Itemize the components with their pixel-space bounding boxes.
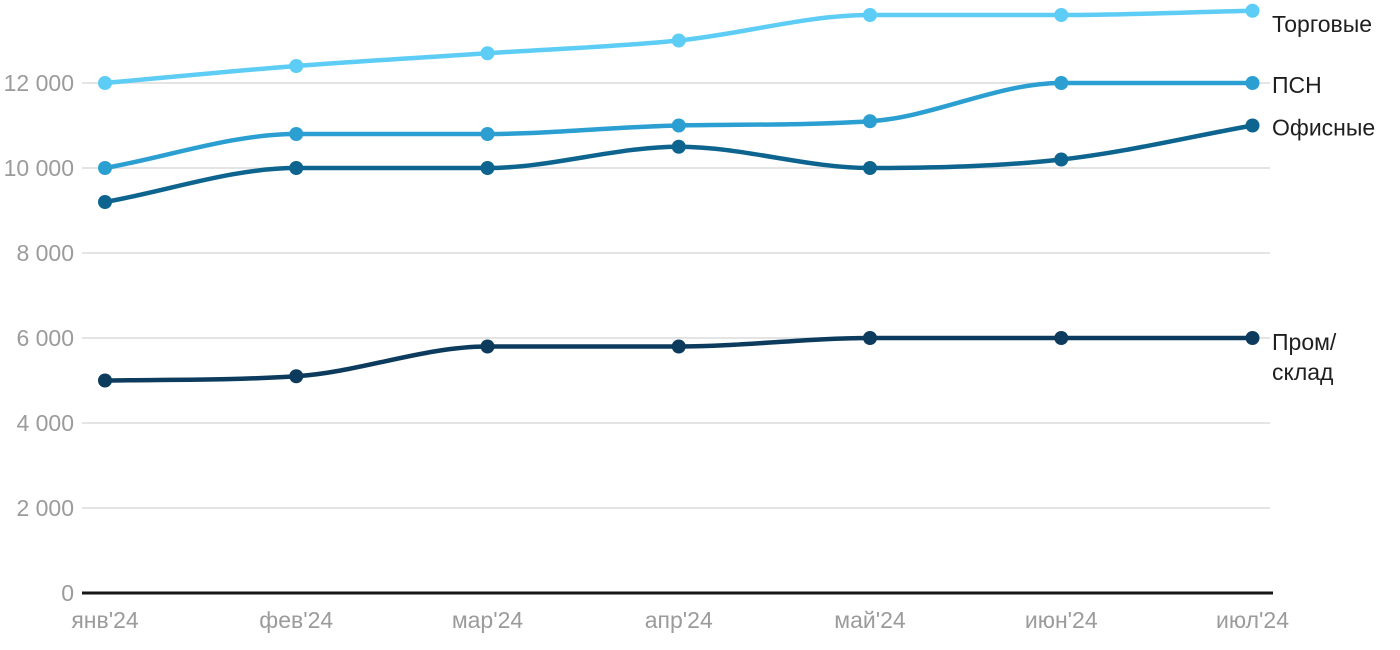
y-axis-tick-label: 2 000 bbox=[16, 495, 74, 521]
series-point-2-5 bbox=[1054, 152, 1069, 167]
series-point-0-3 bbox=[671, 33, 686, 48]
series-point-1-1 bbox=[289, 127, 304, 141]
series-point-0-6 bbox=[1245, 3, 1260, 18]
series-point-1-0 bbox=[98, 161, 112, 175]
y-axis-tick-label: 0 bbox=[61, 580, 74, 606]
y-axis-tick-label: 8 000 bbox=[16, 240, 74, 266]
series-point-1-6 bbox=[1245, 76, 1260, 90]
series-point-0-5 bbox=[1054, 8, 1069, 22]
y-axis-tick-label: 4 000 bbox=[16, 410, 74, 436]
series-label-0: Торговые bbox=[1272, 11, 1372, 37]
x-axis-tick-label: июл'24 bbox=[1216, 607, 1289, 633]
series-point-2-0 bbox=[98, 195, 112, 209]
series-point-3-1 bbox=[289, 369, 304, 384]
series-point-0-0 bbox=[98, 76, 112, 90]
series-point-0-1 bbox=[289, 59, 304, 73]
series-point-1-4 bbox=[863, 114, 877, 129]
series-point-2-2 bbox=[480, 161, 495, 175]
series-point-1-2 bbox=[480, 127, 495, 141]
series-point-2-3 bbox=[671, 139, 686, 154]
x-axis-tick-label: мар'24 bbox=[452, 607, 524, 633]
y-axis-tick-label: 12 000 bbox=[4, 70, 74, 96]
series-line-2 bbox=[102, 123, 1255, 205]
series-point-3-4 bbox=[863, 331, 877, 345]
series-label-3-line-1: склад bbox=[1272, 359, 1334, 385]
x-axis-tick-label: июн'24 bbox=[1025, 607, 1098, 633]
series-label-2: Офисные bbox=[1272, 115, 1375, 141]
series-point-3-0 bbox=[98, 373, 112, 388]
series-point-3-6 bbox=[1245, 331, 1260, 345]
series-label-3-line-0: Пром/ bbox=[1272, 329, 1337, 355]
x-axis-tick-label: апр'24 bbox=[645, 607, 713, 633]
x-axis-tick-label: фев'24 bbox=[259, 607, 333, 633]
series-point-2-6 bbox=[1245, 118, 1260, 133]
series-point-2-1 bbox=[289, 161, 304, 175]
x-axis-tick-label: май'24 bbox=[834, 607, 906, 633]
series-label-1: ПСН bbox=[1272, 72, 1322, 98]
series-point-1-3 bbox=[671, 118, 686, 133]
x-axis-tick-label: янв'24 bbox=[71, 607, 139, 633]
y-axis-tick-label: 10 000 bbox=[4, 155, 74, 181]
series-point-0-2 bbox=[480, 46, 495, 61]
series-point-3-5 bbox=[1054, 331, 1069, 345]
series-point-3-3 bbox=[671, 339, 686, 354]
series-point-0-4 bbox=[863, 8, 877, 22]
series-point-3-2 bbox=[480, 339, 495, 354]
series-point-1-5 bbox=[1054, 76, 1069, 90]
series-point-2-4 bbox=[863, 161, 877, 175]
y-axis-tick-label: 6 000 bbox=[16, 325, 74, 351]
